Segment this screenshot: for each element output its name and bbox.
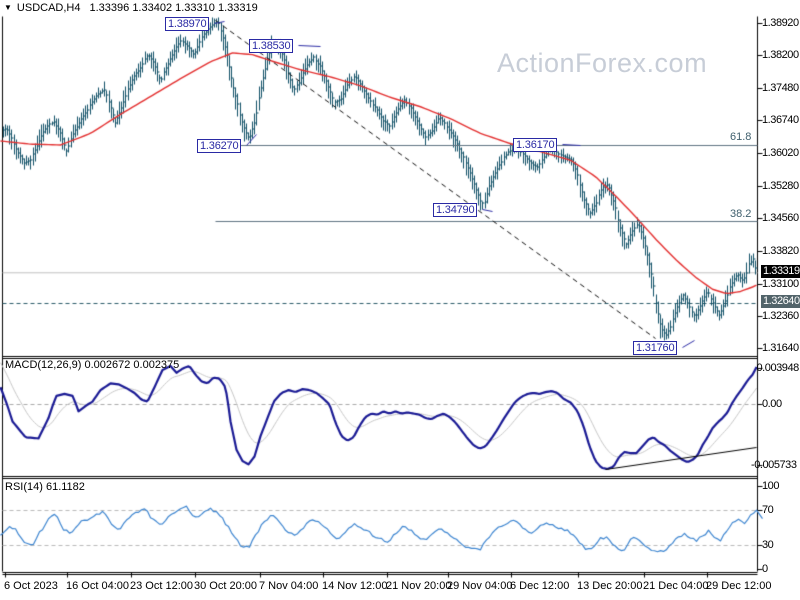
swing-price-label[interactable]: 1.38530 — [249, 39, 294, 53]
price-axis-label: 1.36740 — [762, 114, 799, 126]
fib-level-label: 61.8 — [730, 131, 752, 143]
swing-price-label[interactable]: 1.36270 — [197, 139, 242, 153]
price-axis-label: 1.33100 — [762, 278, 799, 290]
current-price-badge: 1.33319 — [761, 265, 800, 278]
time-axis-label: 30 Oct 20:00 — [194, 580, 257, 592]
ticker-symbol: USDCAD,H4 — [16, 2, 81, 14]
macd-axis-label: 0.00 — [762, 398, 782, 410]
fib-level-label: 38.2 — [730, 208, 752, 220]
price-axis-label: 1.36020 — [762, 147, 799, 159]
level-price-badge: 1.32640 — [761, 295, 800, 308]
time-axis-label: 16 Oct 04:00 — [66, 580, 129, 592]
price-axis-label: 1.35280 — [762, 180, 799, 192]
time-axis-label: 21 Nov 20:00 — [386, 580, 452, 592]
rsi-axis-label: 30 — [762, 539, 774, 551]
time-axis-label: 7 Nov 04:00 — [259, 580, 319, 592]
time-axis-label: 21 Dec 04:00 — [643, 580, 709, 592]
ticker-bar: ▼ USDCAD,H4 1.33396 1.33402 1.33310 1.3331… — [4, 2, 258, 14]
ticker-ohlc-values: 1.33396 1.33402 1.33310 1.33319 — [89, 2, 258, 14]
price-axis-label: 1.38920 — [762, 17, 799, 29]
macd-axis-label: 0.003948 — [756, 362, 800, 374]
price-axis-label: 1.34560 — [762, 212, 799, 224]
time-axis-label: 23 Oct 12:00 — [130, 580, 193, 592]
time-axis-label: 29 Nov 04:00 — [447, 580, 513, 592]
time-axis-label: 14 Nov 12:00 — [322, 580, 388, 592]
chevron-down-icon[interactable]: ▼ — [4, 3, 12, 12]
rsi-indicator-title: RSI(14) 61.1182 — [5, 481, 85, 493]
time-axis-label: 6 Oct 2023 — [4, 580, 58, 592]
price-axis-label: 1.38200 — [762, 49, 799, 61]
swing-price-label[interactable]: 1.31760 — [633, 341, 678, 355]
rsi-axis-label: 0 — [762, 563, 768, 575]
macd-axis-label: -0.005733 — [751, 459, 797, 471]
macd-indicator-title: MACD(12,26,9) 0.002672 0.002375 — [5, 359, 180, 371]
swing-price-label[interactable]: 1.34790 — [433, 203, 478, 217]
rsi-axis-label: 70 — [762, 504, 774, 516]
swing-price-label[interactable]: 1.36170 — [513, 138, 558, 152]
rsi-axis-label: 100 — [762, 480, 780, 492]
price-axis-label: 1.37480 — [762, 82, 799, 94]
time-axis-label: 29 Dec 12:00 — [706, 580, 772, 592]
price-axis-label: 1.33820 — [762, 245, 799, 257]
price-axis-label: 1.32360 — [762, 310, 799, 322]
swing-price-label[interactable]: 1.38970 — [165, 17, 210, 31]
time-axis-label: 6 Dec 12:00 — [510, 580, 570, 592]
price-axis-label: 1.31640 — [762, 342, 799, 354]
time-axis-label: 13 Dec 20:00 — [577, 580, 643, 592]
